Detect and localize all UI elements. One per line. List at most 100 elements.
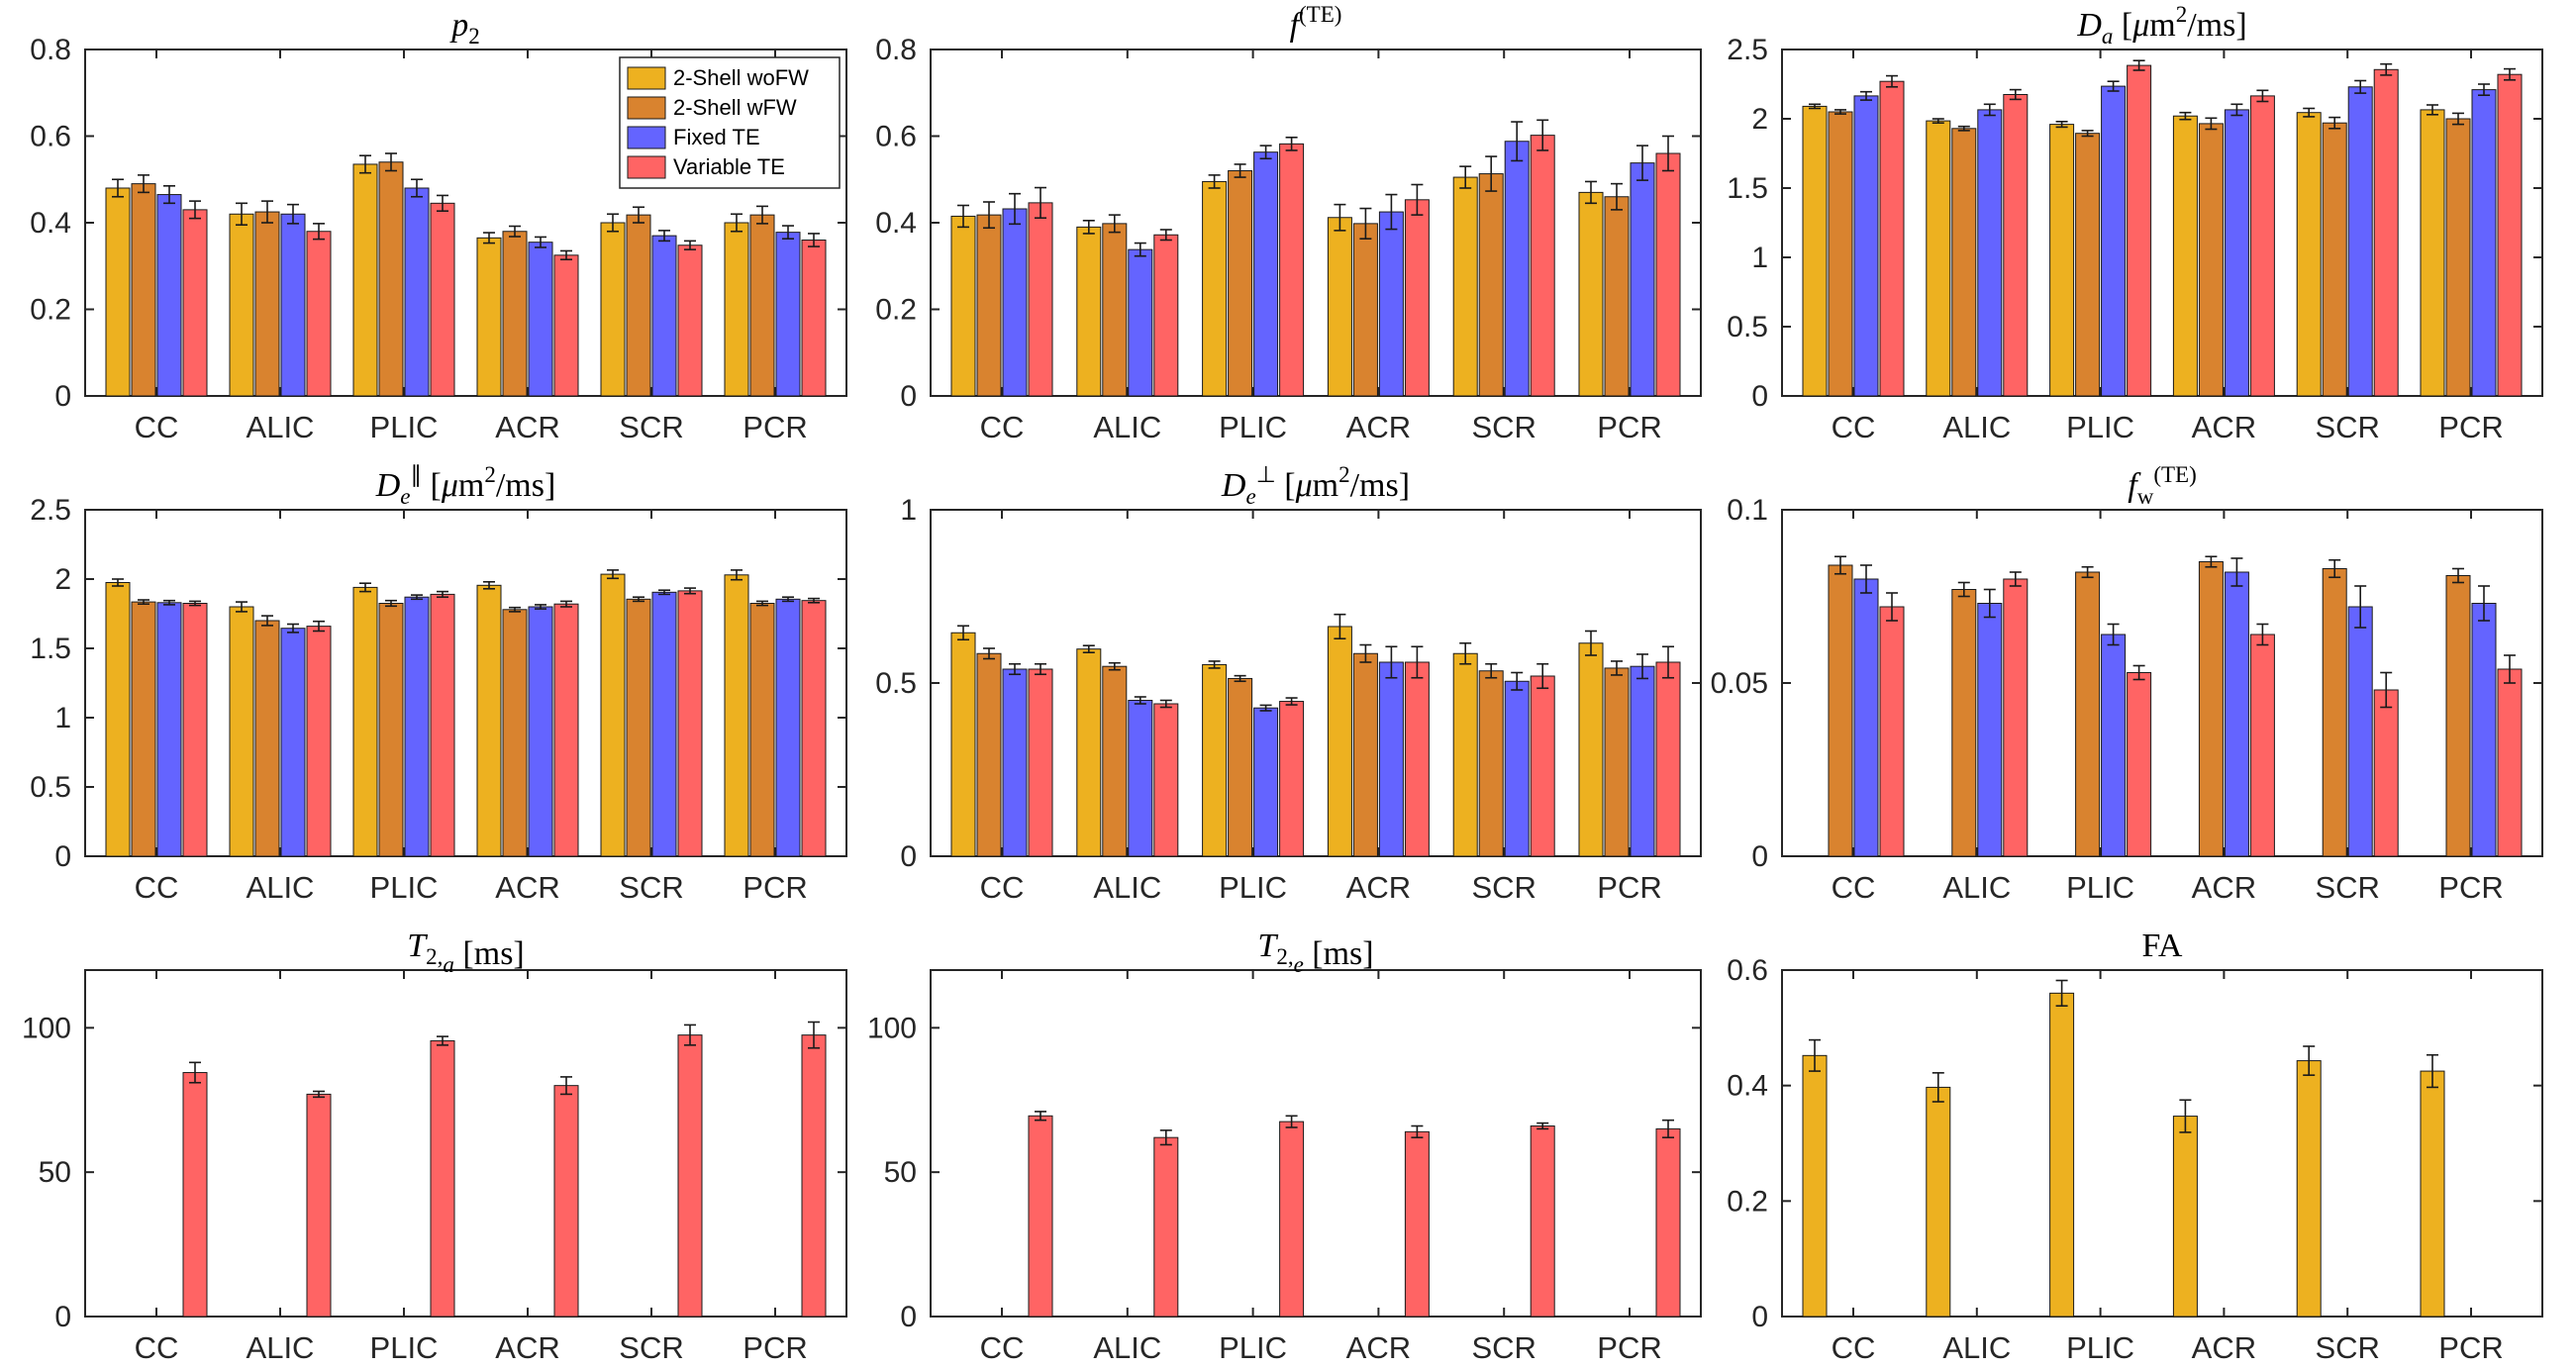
x-tick-label: SCR <box>619 1330 683 1365</box>
title-part: e <box>400 484 410 509</box>
x-tick-label: PLIC <box>370 1330 439 1365</box>
x-tick-label: SCR <box>1471 410 1536 444</box>
legend-item-2-shell-wofw: 2-Shell woFW <box>627 65 809 90</box>
bar-fTE-pcr-fixed-te <box>1630 162 1655 397</box>
y-tick-label: 50 <box>884 1156 917 1189</box>
bar-De_perp-alic-2-shell-wofw <box>1076 648 1102 857</box>
bar-Da-plic-2-shell-wofw <box>2049 124 2075 397</box>
title-part: [ms] <box>454 935 525 972</box>
bar-De_par-acr-variable-te <box>553 603 579 857</box>
bar-fTE-alic-variable-te <box>1153 234 1179 397</box>
bar-Da-scr-2-shell-wofw <box>2296 112 2322 397</box>
y-tick-label: 1 <box>900 494 917 527</box>
x-tick-label: PCR <box>743 870 807 905</box>
plot-area <box>84 509 847 857</box>
title-part: a <box>2102 24 2114 49</box>
bar-p2-acr-2-shell-wfw <box>502 231 528 397</box>
chart-title: FA <box>2142 928 2183 964</box>
bar-fTE-alic-2-shell-wofw <box>1076 226 1102 397</box>
title-part: [ms] <box>1304 935 1374 972</box>
bar-De_par-plic-fixed-te <box>404 596 430 857</box>
bar-fw-pcr-variable-te <box>2497 668 2523 857</box>
bar-fTE-cc-variable-te <box>1028 202 1053 397</box>
legend-swatch <box>627 96 666 120</box>
x-tick-label: ACR <box>495 410 559 444</box>
bar-De_perp-plic-variable-te <box>1279 701 1305 857</box>
bar-De_perp-scr-fixed-te <box>1504 680 1530 857</box>
chart-panel-T2a: 0 50 100 CC ALIC PLIC ACR SCR PCR T2,a [ms] <box>22 928 847 1365</box>
bar-fTE-cc-2-shell-wfw <box>976 214 1002 397</box>
x-tick-label: PCR <box>2438 1330 2503 1365</box>
legend-item-variable-te: Variable TE <box>627 154 785 179</box>
bar-Da-cc-variable-te <box>1879 80 1905 397</box>
bar-De_par-scr-variable-te <box>677 590 703 857</box>
x-tick-label: ALIC <box>247 870 315 905</box>
x-tick-label: CC <box>135 1330 179 1365</box>
y-tick-label: 100 <box>22 1012 71 1044</box>
legend-item-2-shell-wfw: 2-Shell wFW <box>627 95 797 120</box>
bar-p2-plic-fixed-te <box>404 187 430 397</box>
y-tick-label: 0 <box>54 380 71 413</box>
chart-panel-fTE: 0 0.2 0.4 0.6 0.8 CC ALIC PLIC ACR SCR PCR f(TE) <box>875 2 1702 444</box>
bar-p2-plic-2-shell-wofw <box>352 163 378 397</box>
bar-De_perp-plic-2-shell-wofw <box>1202 663 1228 857</box>
bar-De_perp-scr-2-shell-wofw <box>1452 652 1478 857</box>
bar-fTE-plic-2-shell-wofw <box>1202 180 1228 397</box>
y-tick-label: 0.6 <box>875 121 917 153</box>
bar-De_par-acr-2-shell-wfw <box>502 609 528 857</box>
bar-p2-cc-fixed-te <box>156 194 182 397</box>
bar-Da-pcr-2-shell-wfw <box>2445 118 2471 397</box>
y-tick-label: 2.5 <box>30 494 71 527</box>
y-tick-label: 0.5 <box>30 771 71 804</box>
x-tick-label: SCR <box>2315 1330 2379 1365</box>
x-tick-label: ALIC <box>247 1330 315 1365</box>
bar-Da-scr-2-shell-wfw <box>2322 122 2347 397</box>
bar-De_par-cc-2-shell-wfw <box>131 601 156 857</box>
chart-panel-De_perp: 0 0.5 1 CC ALIC PLIC ACR SCR PCR De⊥ [μm2/ms] <box>875 462 1702 905</box>
bar-fTE-pcr-2-shell-wfw <box>1604 196 1630 397</box>
x-tick-label: ALIC <box>1942 870 2011 905</box>
bar-De_par-plic-variable-te <box>430 593 455 857</box>
bar-Da-plic-variable-te <box>2127 64 2152 397</box>
bar-De_par-plic-2-shell-wfw <box>378 603 404 857</box>
x-tick-label: CC <box>135 870 179 905</box>
bar-p2-scr-2-shell-wfw <box>626 214 651 397</box>
legend-item-fixed-te: Fixed TE <box>627 125 760 149</box>
y-tick-label: 0.8 <box>30 34 71 66</box>
bar-fw-pcr-fixed-te <box>2471 603 2497 857</box>
y-tick-label: 2.5 <box>1727 34 1768 66</box>
bar-fw-acr-variable-te <box>2249 634 2275 857</box>
bar-p2-pcr-variable-te <box>801 240 827 397</box>
x-tick-label: CC <box>980 870 1025 905</box>
title-part: 2, <box>426 944 443 969</box>
bar-fw-acr-2-shell-wfw <box>2198 561 2224 857</box>
bar-FA-alic-2-shell-wofw <box>1926 1086 1951 1318</box>
bar-Da-pcr-variable-te <box>2497 73 2523 397</box>
x-tick-label: ALIC <box>1093 870 1161 905</box>
bar-fTE-scr-fixed-te <box>1504 141 1530 397</box>
chart-title: Da [μm2/ms] <box>2076 2 2246 49</box>
plot-area <box>1781 509 2543 857</box>
bar-T2e-alic-variable-te <box>1153 1136 1179 1318</box>
chart-title: f(TE) <box>1290 2 1342 44</box>
title-part: 2 <box>2176 2 2188 27</box>
plot-area <box>1781 969 2543 1318</box>
bar-T2e-scr-variable-te <box>1530 1125 1555 1318</box>
x-tick-label: CC <box>1832 410 1876 444</box>
plot-area <box>930 969 1702 1318</box>
bar-fTE-scr-variable-te <box>1530 135 1555 397</box>
y-tick-label: 1.5 <box>1727 172 1768 205</box>
bar-p2-acr-variable-te <box>553 254 579 397</box>
title-part: μ <box>2131 7 2149 44</box>
title-part: /ms] <box>1350 467 1410 504</box>
y-tick-label: 2 <box>1751 103 1768 136</box>
plot-area <box>930 509 1702 857</box>
bar-De_perp-plic-fixed-te <box>1253 707 1279 857</box>
title-part: w <box>2137 484 2154 509</box>
legend-swatch <box>627 66 666 90</box>
bar-fw-pcr-2-shell-wfw <box>2445 575 2471 857</box>
bar-p2-alic-2-shell-wofw <box>229 213 254 397</box>
bar-De_perp-alic-2-shell-wfw <box>1102 665 1128 857</box>
